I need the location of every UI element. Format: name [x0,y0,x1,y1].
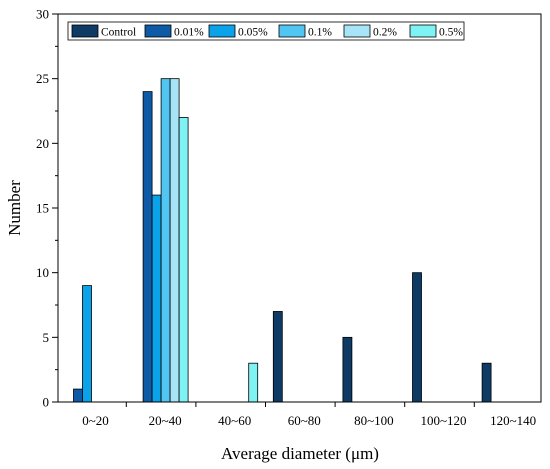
legend-label: Control [101,27,136,39]
x-tick-label: 0~20 [82,413,109,428]
bar-005-20-40 [151,194,162,403]
y-tick-label: 0 [43,395,50,410]
x-axis-label: Average diameter (μm) [221,444,379,463]
legend-label: 0.5% [439,27,463,39]
x-tick-label: 120~140 [490,413,536,428]
bar-Control-100-120 [412,272,422,403]
bar-01-20-40 [160,78,171,403]
bar-001-20-40 [142,91,153,403]
y-axis-label: Number [5,180,24,236]
bar-02-20-40 [169,78,180,403]
legend-swatch [144,24,172,38]
y-tick-label: 30 [36,7,49,22]
legend-swatch [409,24,437,38]
y-tick-label: 5 [43,330,50,345]
legend-label: 0.05% [238,27,268,39]
bar-Control-80-100 [342,336,353,403]
legend-swatch [343,24,371,38]
y-tick-label: 25 [36,71,49,86]
x-tick-label: 100~120 [420,413,466,428]
y-tick-label: 10 [36,265,49,280]
x-tick-label: 60~80 [288,413,321,428]
legend: Control 0.01% 0.05% 0.1% 0.2% 0.5% [67,21,465,41]
y-tick-label: 15 [36,201,49,216]
bar-005-0-20 [82,285,92,403]
legend-swatch [208,24,236,38]
plot-frame [57,13,542,403]
bar-Control-120-140 [481,362,492,403]
legend-label: 0.2% [373,27,397,39]
axes-group: 0 5 10 15 20 25 30 0~20 20~40 40~60 60~80 80~100 100… [36,7,536,429]
bar-05-20-40 [178,117,189,403]
bars-group [73,78,492,403]
legend-label: 0.1% [308,27,332,39]
x-tick-label: 20~40 [149,413,182,428]
bar-001-0-20 [73,388,83,403]
y-tick-label: 20 [36,136,49,151]
legend-label: 0.01% [174,27,204,39]
x-tick-label: 80~100 [354,413,394,428]
bar-Control-60-80 [272,311,283,403]
legend-swatch [71,24,99,38]
legend-swatch [278,24,306,38]
x-tick-label: 40~60 [218,413,251,428]
bar-05-40-60 [248,362,259,403]
